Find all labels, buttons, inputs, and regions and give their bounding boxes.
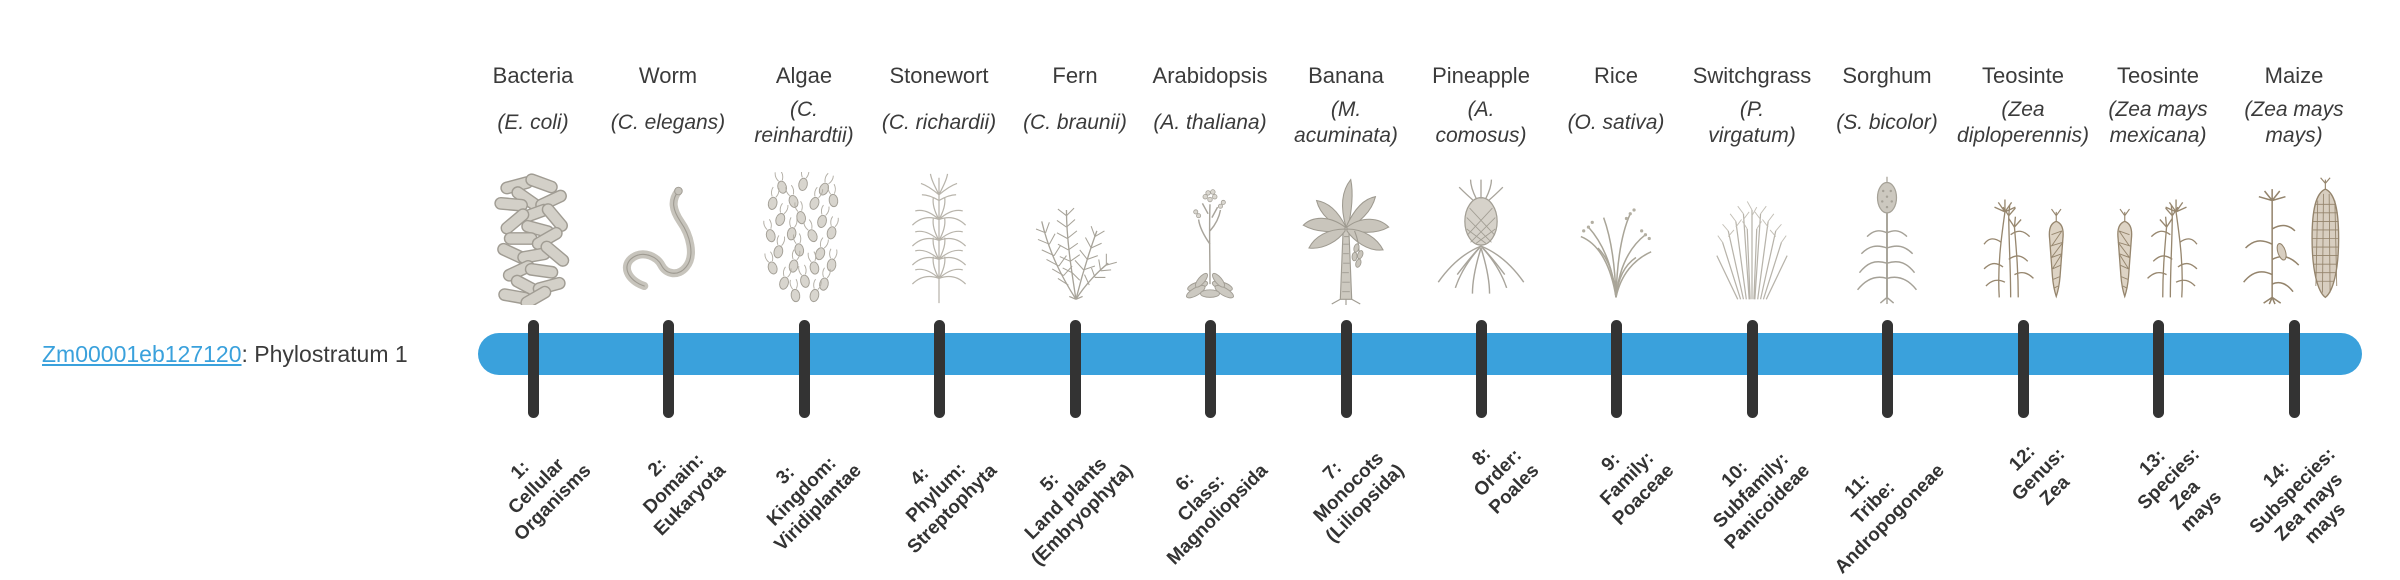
organism-scientific-name: (C. reinhardtii): [754, 98, 854, 147]
organism-scientific-name: (Zea diploperennis): [1957, 98, 2089, 147]
tick-mark: [528, 320, 539, 418]
tick-mark: [663, 320, 674, 418]
tick-mark: [1882, 320, 1893, 418]
timeline-bar: [478, 333, 2362, 375]
taxonomy-level-label: 10: Subfamily: Panicoideae: [1709, 448, 1815, 554]
organism-scientific-name: (Zea mays mays): [2244, 98, 2344, 147]
tick-mark: [934, 320, 945, 418]
organism-scientific-name: (M. acuminata): [1294, 98, 1398, 147]
organism-common-name: Pineapple: [1432, 63, 1530, 88]
taxonomy-level-label: 6: Class: Magnoliopsida: [1163, 460, 1273, 570]
tick-mark: [1341, 320, 1352, 418]
organism-common-name: Worm: [638, 63, 698, 88]
tick-mark: [1747, 320, 1758, 418]
bacteria-illustration: [463, 170, 603, 305]
organism-scientific-name: (C. richardii): [881, 111, 997, 134]
organism-common-name: Fern: [1052, 63, 1098, 88]
organism-common-name: Switchgrass: [1692, 63, 1812, 88]
gene-id-link[interactable]: Zm00001eb127120: [42, 341, 242, 367]
organism-common-name: Bacteria: [492, 63, 574, 88]
fern-illustration: [1005, 170, 1145, 305]
taxonomy-level-label: 8: Order: Poales: [1468, 443, 1544, 519]
organism-common-name: Arabidopsis: [1152, 63, 1268, 88]
taxonomy-level-label: 1: Cellular Organisms: [504, 454, 596, 546]
taxonomy-level-label: 4: Phylum: Streptophyta: [902, 458, 1002, 558]
organism-common-name: Banana: [1308, 63, 1384, 88]
banana-illustration: [1276, 170, 1416, 305]
organism-scientific-name: (A. comosus): [1435, 98, 1527, 147]
taxonomy-level-label: 9: Family: Poaceae: [1596, 447, 1679, 530]
organism-scientific-name: (P. virgatum): [1708, 98, 1796, 147]
worm-illustration: [598, 170, 738, 305]
tick-mark: [799, 320, 810, 418]
switchgrass-illustration: [1682, 170, 1822, 305]
taxonomy-level-label: 7: Monocots (Liliopsida): [1309, 448, 1409, 547]
taxonomy-level-label: 5: Land plants (Embryophyta): [1020, 453, 1138, 570]
tick-mark: [2018, 320, 2029, 418]
organism-common-name: Rice: [1593, 63, 1638, 88]
sorghum-illustration: [1817, 170, 1957, 305]
teosinte-mexicana-illustration: [2088, 170, 2228, 305]
taxonomy-level-label: 13: Species: Zea mays: [2133, 443, 2226, 537]
organism-common-name: Teosinte: [2117, 63, 2199, 88]
gene-label: Zm00001eb127120: Phylostratum 1: [42, 341, 408, 368]
tick-mark: [2289, 320, 2300, 418]
arabidopsis-illustration: [1140, 170, 1280, 305]
tick-mark: [1070, 320, 1081, 418]
taxonomy-level-label: 3: Kingdom: Viridiplantae: [763, 452, 867, 556]
organism-scientific-name: (S. bicolor): [1836, 111, 1938, 134]
gene-phylostratum-text: : Phylostratum 1: [241, 341, 408, 367]
taxonomy-level-label: 12: Genus: Zea: [2004, 441, 2074, 510]
organism-scientific-name: (A. thaliana): [1153, 111, 1267, 134]
organism-scientific-name: (C. braunii): [1023, 111, 1127, 134]
algae-illustration: [734, 170, 874, 305]
organism-common-name: Stonewort: [889, 63, 989, 88]
tick-mark: [2153, 320, 2164, 418]
organism-common-name: Maize: [2264, 63, 2324, 88]
organism-common-name: Teosinte: [1982, 63, 2064, 88]
taxonomy-level-label: 11: Tribe: Andropogoneae: [1831, 460, 1950, 579]
organism-common-name: Sorghum: [1842, 63, 1932, 88]
teosinte-diploperennis-illustration: [1953, 170, 2093, 305]
organism-scientific-name: (C. elegans): [610, 111, 726, 134]
maize-illustration: [2224, 170, 2364, 305]
organism-scientific-name: (Zea mays mexicana): [2108, 98, 2208, 147]
tick-mark: [1476, 320, 1487, 418]
rice-illustration: [1546, 170, 1686, 305]
taxonomy-level-label: 14: Subspecies: Zea mays mays: [2245, 443, 2350, 549]
organism-scientific-name: (O. sativa): [1567, 111, 1665, 134]
tick-mark: [1205, 320, 1216, 418]
organism-scientific-name: (E. coli): [497, 111, 569, 134]
pineapple-illustration: [1411, 170, 1551, 305]
organism-common-name: Algae: [775, 63, 833, 88]
stonewort-illustration: [869, 170, 1009, 305]
taxonomy-level-label: 2: Domain: Eukaryota: [639, 449, 731, 541]
tick-mark: [1611, 320, 1622, 418]
